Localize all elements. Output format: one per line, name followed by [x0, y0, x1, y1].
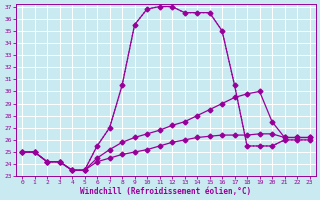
X-axis label: Windchill (Refroidissement éolien,°C): Windchill (Refroidissement éolien,°C) — [80, 187, 252, 196]
